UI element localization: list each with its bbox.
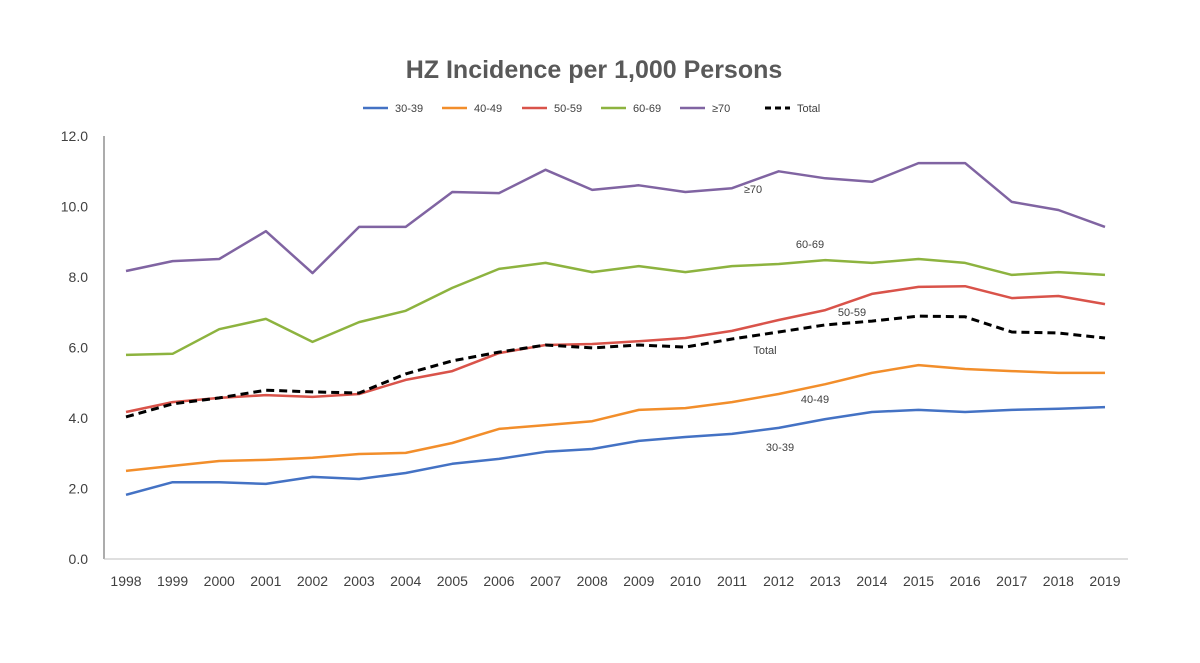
- x-tick-label: 2014: [856, 573, 887, 589]
- series-line-60-69: [126, 259, 1105, 355]
- x-tick-label: 2007: [530, 573, 561, 589]
- y-tick-label: 8.0: [69, 269, 89, 285]
- legend-label: 50-59: [554, 103, 582, 115]
- x-tick-label: 2008: [577, 573, 608, 589]
- x-tick-label: 2004: [390, 573, 421, 589]
- series-line-total: [126, 316, 1105, 417]
- legend: 30-39 40-49 50-59 60-69 ≥70 Total: [363, 103, 820, 115]
- legend-label: Total: [797, 103, 820, 115]
- series-labels: 30-39 40-49 50-59 60-69 ≥70 Total: [744, 184, 866, 454]
- y-tick-label: 2.0: [69, 481, 89, 497]
- x-tick-label: 2002: [297, 573, 328, 589]
- series-inline-label: 50-59: [838, 307, 866, 319]
- series-line-≥70: [126, 163, 1105, 273]
- legend-label: 30-39: [395, 103, 423, 115]
- series-lines: [126, 163, 1105, 495]
- y-tick-label: 6.0: [69, 340, 89, 356]
- x-tick-label: 1999: [157, 573, 188, 589]
- legend-label: ≥70: [712, 103, 730, 115]
- x-tick-label: 2019: [1089, 573, 1120, 589]
- x-tick-label: 1998: [110, 573, 141, 589]
- x-tick-label: 2010: [670, 573, 701, 589]
- x-tick-label: 2015: [903, 573, 934, 589]
- x-tick-label: 2018: [1043, 573, 1074, 589]
- x-tick-label: 2012: [763, 573, 794, 589]
- legend-label: 60-69: [633, 103, 661, 115]
- series-inline-label: 30-39: [766, 442, 794, 454]
- x-tick-label: 2016: [950, 573, 981, 589]
- x-tick-label: 2009: [623, 573, 654, 589]
- x-tick-label: 2006: [483, 573, 514, 589]
- series-line-50-59: [126, 286, 1105, 412]
- chart-title: HZ Incidence per 1,000 Persons: [406, 56, 783, 84]
- series-line-30-39: [126, 407, 1105, 495]
- y-tick-label: 4.0: [69, 410, 89, 426]
- y-tick-label: 12.0: [61, 128, 88, 144]
- series-inline-label: 40-49: [801, 394, 829, 406]
- x-tick-label: 2003: [344, 573, 375, 589]
- x-tick-label: 2000: [204, 573, 235, 589]
- series-line-40-49: [126, 365, 1105, 471]
- series-inline-label: ≥70: [744, 184, 762, 196]
- x-tick-label: 2013: [810, 573, 841, 589]
- series-inline-label: Total: [753, 345, 776, 357]
- x-tick-label: 2017: [996, 573, 1027, 589]
- x-tick-label: 2011: [717, 573, 747, 589]
- series-inline-label: 60-69: [796, 239, 824, 251]
- y-tick-label: 10.0: [61, 199, 88, 215]
- x-tick-label: 2001: [250, 573, 281, 589]
- x-tick-label: 2005: [437, 573, 468, 589]
- axes: 0.0 2.0 4.0 6.0 8.0 10.0 12.0 1998 1999 2000 2001 2…: [61, 128, 1128, 589]
- legend-label: 40-49: [474, 103, 502, 115]
- y-tick-label: 0.0: [69, 551, 89, 567]
